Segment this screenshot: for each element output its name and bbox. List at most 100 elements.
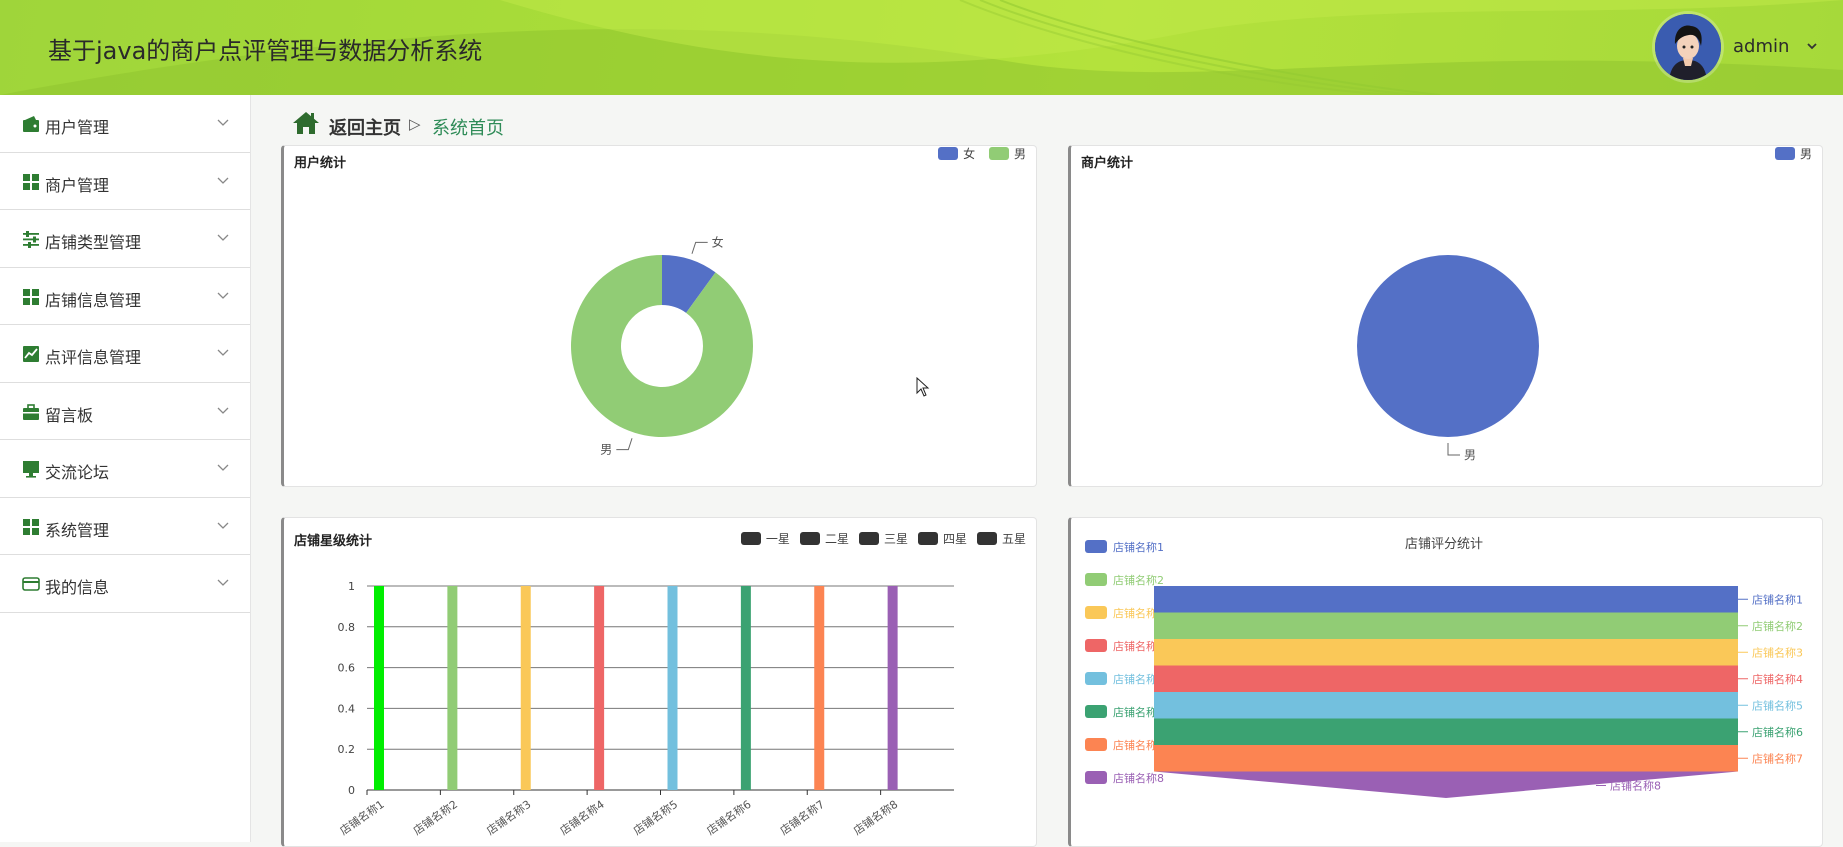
chevron-down-icon[interactable] (216, 232, 230, 244)
pie-slice[interactable] (662, 255, 716, 313)
x-tick-label: 店铺名称4 (557, 797, 607, 838)
y-tick-label: 0.2 (338, 743, 356, 756)
funnel-layer[interactable] (1154, 745, 1738, 772)
legend-item[interactable]: 一星 (740, 530, 790, 547)
chevron-down-icon[interactable] (216, 117, 230, 129)
legend-item[interactable]: 店铺名称8 (1113, 771, 1164, 785)
monitor-icon (23, 461, 39, 478)
merchant-pie-chart: 男 (1357, 255, 1539, 462)
bar[interactable] (520, 586, 531, 790)
bar[interactable] (594, 586, 605, 790)
top-header: 基于java的商户点评管理与数据分析系统 admin (0, 0, 1843, 95)
funnel-label: 店铺名称1 (1752, 592, 1803, 606)
legend-item[interactable]: 店铺名称4 (1113, 639, 1164, 653)
legend-swatch[interactable] (1085, 771, 1107, 784)
sidebar-item-8[interactable]: 系统管理 (0, 498, 250, 555)
sidebar-item-4[interactable]: 店铺信息管理 (0, 268, 250, 325)
chevron-down-icon[interactable] (216, 577, 230, 589)
user-avatar[interactable] (1655, 14, 1721, 80)
sidebar-item-2[interactable]: 商户管理 (0, 153, 250, 210)
store-rating-panel: 店铺评分统计 店铺名称1 店铺名称2 店铺名称3 店铺名称4 店铺名称5 店铺名称6 店铺名… (1068, 517, 1823, 847)
bar[interactable] (447, 586, 458, 790)
legend-item[interactable]: 店铺名称2 (1113, 573, 1164, 587)
chevron-down-icon[interactable] (216, 347, 230, 359)
chevron-down-icon[interactable] (1806, 40, 1818, 52)
funnel-label: 店铺名称2 (1752, 619, 1803, 633)
sidebar-item-9[interactable]: 我的信息 (0, 555, 250, 613)
x-tick-label: 店铺名称6 (704, 797, 754, 838)
funnel-layer[interactable] (1154, 692, 1738, 719)
funnel-layer[interactable] (1154, 665, 1738, 693)
pie-slice[interactable] (1357, 255, 1539, 437)
legend-swatch[interactable] (1085, 672, 1107, 685)
mouse-cursor-icon (916, 377, 930, 397)
y-tick-label: 0.6 (338, 662, 356, 675)
funnel-layer[interactable] (1154, 586, 1738, 613)
bar[interactable] (374, 586, 384, 790)
home-icon[interactable] (292, 110, 320, 136)
bar[interactable] (814, 586, 825, 790)
chart-legend: 男 (1765, 146, 1812, 162)
store-star-panel: 店铺星级统计 一星 二星 三星 四星 五星 0 0.2 0.4 0.6 0.8 1 店铺名称1 店铺名… (281, 517, 1037, 847)
x-tick-label: 店铺名称3 (484, 797, 534, 838)
legend-swatch[interactable] (1085, 639, 1107, 652)
funnel-layer[interactable] (1154, 612, 1738, 640)
funnel-layer[interactable] (1154, 771, 1738, 799)
sidebar-item-label: 留言板 (45, 405, 94, 425)
funnel-layer[interactable] (1154, 718, 1738, 746)
breadcrumb-home-link[interactable]: 返回主页 (329, 118, 401, 139)
funnel-label: 店铺名称7 (1752, 751, 1803, 765)
y-tick-label: 1 (348, 580, 355, 593)
funnel-label: 店铺名称6 (1752, 725, 1803, 739)
chart-legend: 一星 二星 三星 四星 五星 (731, 530, 1026, 547)
legend-item[interactable]: 店铺名称7 (1113, 738, 1164, 752)
legend-item[interactable]: 四星 (917, 530, 967, 547)
bar[interactable] (887, 586, 898, 790)
legend-item[interactable]: 店铺名称1 (1113, 540, 1164, 554)
chart-title: 用户统计 (294, 156, 347, 171)
funnel-layer[interactable] (1154, 639, 1738, 666)
grid-icon (23, 518, 39, 535)
legend-item[interactable]: 三星 (858, 530, 908, 547)
legend-item[interactable]: 男 (1774, 146, 1812, 162)
legend-item[interactable]: 女 (938, 146, 975, 162)
legend-item[interactable]: 店铺名称6 (1113, 705, 1164, 719)
user-menu-name[interactable]: admin (1733, 36, 1790, 57)
chart-title: 店铺评分统计 (1405, 537, 1484, 552)
sidebar-item-label: 点评信息管理 (45, 348, 142, 367)
pie-slice[interactable] (570, 255, 753, 437)
sidebar-item-3[interactable]: 店铺类型管理 (0, 210, 250, 268)
breadcrumb-separator: ▷ (409, 115, 421, 133)
legend-item[interactable]: 店铺名称5 (1113, 672, 1164, 686)
sidebar-item-1[interactable]: 用户管理 (0, 95, 250, 153)
y-tick-label: 0.4 (338, 702, 356, 715)
legend-swatch[interactable] (1085, 573, 1107, 586)
legend-swatch[interactable] (1085, 705, 1107, 718)
store-star-bar-chart: 0 0.2 0.4 0.6 0.8 1 店铺名称1 店铺名称2 店铺名称3 店铺名称4 店铺名称5 店… (337, 580, 954, 838)
x-tick-label: 店铺名称1 (337, 797, 387, 838)
chevron-down-icon[interactable] (216, 462, 230, 474)
chevron-down-icon[interactable] (216, 175, 230, 187)
legend-item[interactable]: 男 (988, 146, 1026, 162)
legend-item[interactable]: 五星 (976, 530, 1026, 547)
legend-swatch[interactable] (1085, 738, 1107, 751)
bar[interactable] (740, 586, 751, 790)
chevron-down-icon[interactable] (216, 290, 230, 302)
sidebar-item-7[interactable]: 交流论坛 (0, 440, 250, 498)
store-rating-funnel-chart: 店铺名称1 店铺名称2 店铺名称3 店铺名称4 店铺名称5 店铺名称6 店铺名称7 店铺名称8… (1085, 540, 1803, 799)
sidebar-item-label: 系统管理 (45, 520, 110, 540)
legend-swatch[interactable] (1085, 540, 1107, 553)
legend-swatch[interactable] (1085, 606, 1107, 619)
bar[interactable] (667, 586, 678, 790)
chevron-down-icon[interactable] (216, 405, 230, 417)
card-icon (22, 577, 40, 591)
pie-slice-label: 女 (712, 234, 724, 249)
sidebar-item-6[interactable]: 留言板 (0, 383, 250, 440)
legend-item[interactable]: 二星 (799, 530, 849, 547)
chevron-down-icon[interactable] (216, 520, 230, 532)
chart-title: 店铺星级统计 (294, 534, 373, 549)
funnel-label: 店铺名称8 (1610, 779, 1661, 793)
legend-item[interactable]: 店铺名称3 (1113, 606, 1164, 620)
sidebar-item-5[interactable]: 点评信息管理 (0, 325, 250, 383)
sidebar-item-label: 交流论坛 (45, 463, 110, 482)
